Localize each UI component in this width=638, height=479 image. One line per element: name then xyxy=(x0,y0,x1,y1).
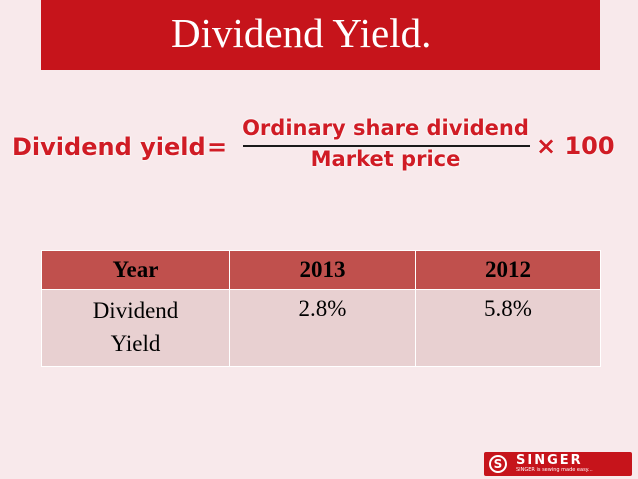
table-header-row: Year 2013 2012 xyxy=(41,250,601,290)
header-year-label: Year xyxy=(112,257,159,282)
row-label-line2: Yield xyxy=(110,331,161,356)
row-label: Dividend Yield xyxy=(41,289,230,367)
singer-logo: S SINGER SINGER is sewing made easy... xyxy=(484,452,632,476)
header-year: Year xyxy=(41,250,230,290)
formula-multiplier: × 100 xyxy=(536,132,615,160)
header-2012-label: 2012 xyxy=(485,257,531,282)
logo-tagline: SINGER is sewing made easy... xyxy=(516,467,593,473)
slide-title: Dividend Yield. xyxy=(171,10,432,56)
header-2012: 2012 xyxy=(415,250,601,290)
header-2013-label: 2013 xyxy=(299,257,346,282)
fraction-bar xyxy=(243,145,530,147)
dividend-table: Year 2013 2012 Dividend Yield 2.8% 5.8% xyxy=(41,250,601,367)
cell-2013: 2.8% xyxy=(229,289,416,367)
formula: Dividend yield = Ordinary share dividend… xyxy=(0,110,638,180)
singer-s-icon: S xyxy=(489,455,507,473)
logo-brand: SINGER xyxy=(516,453,583,468)
table-row: Dividend Yield 2.8% 5.8% xyxy=(41,289,601,367)
formula-lhs: Dividend yield xyxy=(12,133,206,161)
title-bar: Dividend Yield. xyxy=(41,0,600,70)
formula-numerator: Ordinary share dividend xyxy=(242,116,529,140)
header-2013: 2013 xyxy=(229,250,416,290)
cell-2012: 5.8% xyxy=(415,289,601,367)
formula-equals: = xyxy=(207,133,228,161)
row-label-line1: Dividend xyxy=(92,298,179,323)
formula-denominator: Market price xyxy=(310,147,461,171)
